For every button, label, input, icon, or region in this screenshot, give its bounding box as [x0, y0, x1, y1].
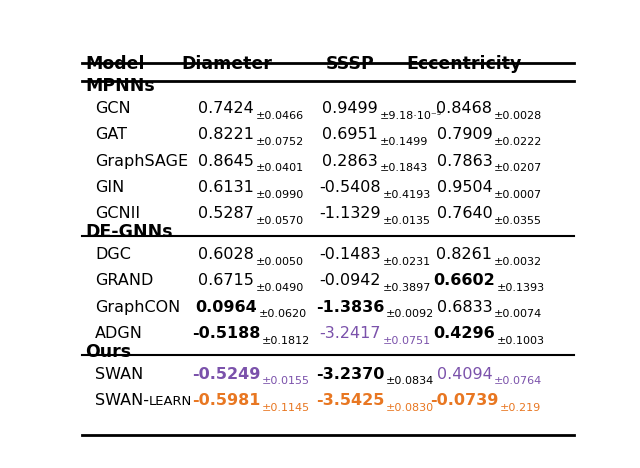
Text: Diameter: Diameter: [181, 55, 272, 73]
Text: ±0.1003: ±0.1003: [497, 336, 545, 345]
Text: -0.0739: -0.0739: [430, 393, 499, 408]
Text: ±0.1393: ±0.1393: [497, 283, 545, 293]
Text: 0.4094: 0.4094: [436, 367, 492, 382]
Text: 0.7863: 0.7863: [436, 154, 492, 169]
Text: 0.8221: 0.8221: [198, 127, 254, 142]
Text: ±0.0466: ±0.0466: [256, 110, 304, 121]
Text: ±0.0620: ±0.0620: [259, 309, 307, 319]
Text: ±0.1499: ±0.1499: [380, 137, 428, 147]
Text: Ours: Ours: [85, 343, 131, 360]
Text: ±0.0752: ±0.0752: [256, 137, 304, 147]
Text: ADGN: ADGN: [95, 326, 143, 341]
Text: GAT: GAT: [95, 127, 127, 142]
Text: -0.5188: -0.5188: [192, 326, 260, 341]
Text: 0.2863: 0.2863: [323, 154, 378, 169]
Text: ±0.0155: ±0.0155: [262, 376, 310, 387]
Text: 0.6833: 0.6833: [436, 300, 492, 315]
Text: ±0.219: ±0.219: [500, 402, 541, 413]
Text: 0.6951: 0.6951: [323, 127, 378, 142]
Text: ±0.0570: ±0.0570: [256, 216, 304, 226]
Text: ±0.0834: ±0.0834: [386, 376, 435, 387]
Text: -3.5425: -3.5425: [316, 393, 385, 408]
Text: ±0.1812: ±0.1812: [262, 336, 310, 345]
Text: GraphSAGE: GraphSAGE: [95, 154, 188, 169]
Text: 0.6715: 0.6715: [198, 273, 254, 288]
Text: 0.9504: 0.9504: [436, 180, 492, 195]
Text: ±0.1145: ±0.1145: [262, 402, 310, 413]
Text: 0.7640: 0.7640: [436, 206, 492, 221]
Text: ±0.0222: ±0.0222: [494, 137, 542, 147]
Text: SWAN: SWAN: [95, 367, 143, 382]
Text: 0.6602: 0.6602: [433, 273, 495, 288]
Text: ±9.18·10⁻⁵: ±9.18·10⁻⁵: [380, 110, 442, 121]
Text: 0.6028: 0.6028: [198, 247, 254, 262]
Text: -0.0942: -0.0942: [319, 273, 381, 288]
Text: ±0.0355: ±0.0355: [494, 216, 542, 226]
Text: ±0.0028: ±0.0028: [494, 110, 542, 121]
Text: -0.5249: -0.5249: [192, 367, 260, 382]
Text: -0.5408: -0.5408: [319, 180, 381, 195]
Text: ±0.1843: ±0.1843: [380, 163, 428, 173]
Text: ±0.0764: ±0.0764: [494, 376, 542, 387]
Text: ±0.0135: ±0.0135: [383, 216, 431, 226]
Text: -0.5981: -0.5981: [192, 393, 260, 408]
Text: ±0.3897: ±0.3897: [383, 283, 431, 293]
Text: ±0.0207: ±0.0207: [494, 163, 542, 173]
Text: 0.7909: 0.7909: [436, 127, 492, 142]
Text: -3.2417: -3.2417: [319, 326, 381, 341]
Text: 0.8261: 0.8261: [436, 247, 492, 262]
Text: 0.6131: 0.6131: [198, 180, 254, 195]
Text: -1.3836: -1.3836: [316, 300, 385, 315]
Text: SWAN-: SWAN-: [95, 393, 149, 408]
Text: MPNNs: MPNNs: [85, 77, 155, 95]
Text: LEARN: LEARN: [149, 395, 192, 408]
Text: ±0.0050: ±0.0050: [256, 256, 304, 267]
Text: ±0.0751: ±0.0751: [383, 336, 431, 345]
Text: ±0.4193: ±0.4193: [383, 190, 431, 199]
Text: GIN: GIN: [95, 180, 124, 195]
Text: ±0.0032: ±0.0032: [494, 256, 542, 267]
Text: ±0.0401: ±0.0401: [256, 163, 304, 173]
Text: 0.0964: 0.0964: [195, 300, 257, 315]
Text: 0.8645: 0.8645: [198, 154, 254, 169]
Text: GRAND: GRAND: [95, 273, 153, 288]
Text: ±0.0007: ±0.0007: [494, 190, 542, 199]
Text: ±0.0830: ±0.0830: [386, 402, 434, 413]
Text: DGC: DGC: [95, 247, 131, 262]
Text: -0.1483: -0.1483: [319, 247, 381, 262]
Text: -1.1329: -1.1329: [319, 206, 381, 221]
Text: -3.2370: -3.2370: [316, 367, 385, 382]
Text: GCNII: GCNII: [95, 206, 140, 221]
Text: 0.4296: 0.4296: [433, 326, 495, 341]
Text: 0.9499: 0.9499: [323, 101, 378, 116]
Text: GraphCON: GraphCON: [95, 300, 180, 315]
Text: Model: Model: [85, 55, 145, 73]
Text: 0.8468: 0.8468: [436, 101, 492, 116]
Text: GCN: GCN: [95, 101, 131, 116]
Text: ±0.0074: ±0.0074: [493, 309, 542, 319]
Text: Eccentricity: Eccentricity: [406, 55, 522, 73]
Text: ±0.0092: ±0.0092: [386, 309, 435, 319]
Text: 0.7424: 0.7424: [198, 101, 254, 116]
Text: ±0.0990: ±0.0990: [256, 190, 304, 199]
Text: ±0.0490: ±0.0490: [256, 283, 304, 293]
Text: 0.5287: 0.5287: [198, 206, 254, 221]
Text: DE-GNNs: DE-GNNs: [85, 223, 173, 241]
Text: ±0.0231: ±0.0231: [383, 256, 431, 267]
Text: SSSP: SSSP: [326, 55, 374, 73]
